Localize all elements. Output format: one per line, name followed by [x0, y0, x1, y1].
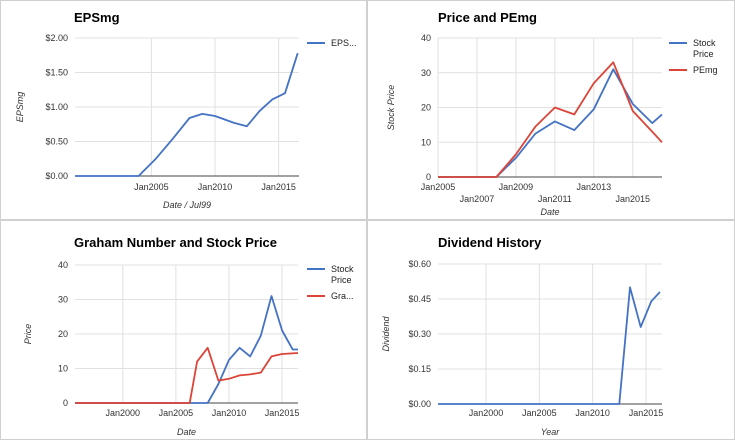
x-axis-label: Date / Jul99: [163, 200, 211, 210]
y-tick-label: $0.45: [408, 294, 431, 304]
legend-label: Stock Price: [331, 264, 354, 285]
legend-label: Gra...: [331, 291, 354, 301]
x-tick-label: Jan2009: [499, 182, 534, 192]
x-tick-label: Jan2000: [469, 408, 504, 418]
series-line-0: [438, 286, 661, 405]
y-axis-label: EPSmg: [15, 92, 25, 123]
x-tick-label: Jan2000: [106, 408, 141, 418]
panel-dividend: Dividend History $0.00 $0.15 $0.30 $0.45 $0.6…: [367, 220, 735, 440]
y-axis-label: Price: [23, 324, 33, 345]
chart-title: Price and PEmg: [438, 10, 537, 25]
y-axis-label: Stock Price: [386, 85, 396, 131]
x-tick-label: Jan2005: [421, 182, 456, 192]
y-tick-label: $0.00: [45, 171, 68, 181]
chart-price-pemg: Price and PEmg 0 10 20 30 40 Jan2005 Jan2007 Jan…: [386, 10, 718, 217]
x-tick-label: Jan2010: [198, 182, 233, 192]
y-tick-label: 20: [58, 329, 68, 339]
chart-graham: Graham Number and Stock Price 0 10 20 30 40 Ja…: [23, 235, 354, 437]
panel-epsmg: EPSmg $0.00 $0.50 $1.00 $1.50 $2.00 Jan2005 Jan…: [0, 0, 367, 220]
y-tick-label: 40: [58, 260, 68, 270]
legend-label: EPS...: [331, 38, 357, 48]
legend-label: PEmg: [693, 65, 718, 75]
y-axis-label: Dividend: [381, 316, 391, 352]
x-tick-label: Jan2011: [538, 194, 572, 204]
y-tick-label: $0.00: [408, 399, 431, 409]
y-tick-label: 10: [421, 137, 431, 147]
panel-price-pemg: Price and PEmg 0 10 20 30 40 Jan2005 Jan2007 Jan…: [367, 0, 735, 220]
x-axis-label: Date: [177, 427, 196, 437]
x-tick-label: Jan2015: [629, 408, 664, 418]
legend-label: Stock Price: [693, 38, 716, 59]
series-line-1: [75, 346, 299, 404]
x-tick-label: Jan2007: [460, 194, 495, 204]
y-tick-label: $1.00: [45, 102, 68, 112]
chart-title: Graham Number and Stock Price: [74, 235, 277, 250]
series-line-0: [438, 68, 663, 178]
y-tick-label: 30: [421, 68, 431, 78]
x-tick-label: Jan2015: [265, 408, 300, 418]
chart-title: EPSmg: [74, 10, 120, 25]
y-tick-label: 30: [58, 295, 68, 305]
y-tick-label: 10: [58, 364, 68, 374]
series-line-1: [438, 61, 663, 178]
x-tick-label: Jan2013: [577, 182, 612, 192]
y-tick-label: 40: [421, 33, 431, 43]
y-tick-label: $0.15: [408, 364, 431, 374]
chart-epsmg: EPSmg $0.00 $0.50 $1.00 $1.50 $2.00 Jan2005 Jan…: [15, 10, 357, 210]
y-tick-label: $1.50: [45, 68, 68, 78]
y-tick-label: $0.60: [408, 259, 431, 269]
chart-dividend: Dividend History $0.00 $0.15 $0.30 $0.45 $0.6…: [381, 235, 664, 437]
y-tick-label: 20: [421, 103, 431, 113]
x-axis-label: Year: [541, 427, 561, 437]
y-tick-label: $2.00: [45, 33, 68, 43]
series-line-0: [75, 52, 299, 177]
x-tick-label: Jan2015: [616, 194, 651, 204]
x-tick-label: Jan2005: [134, 182, 169, 192]
chart-title: Dividend History: [438, 235, 542, 250]
panel-graham: Graham Number and Stock Price 0 10 20 30 40 Ja…: [0, 220, 367, 440]
y-tick-label: $0.30: [408, 329, 431, 339]
x-tick-label: Jan2015: [261, 182, 296, 192]
y-tick-label: 0: [426, 172, 431, 182]
x-tick-label: Jan2010: [575, 408, 610, 418]
x-axis-label: Date: [540, 207, 559, 217]
x-tick-label: Jan2005: [522, 408, 557, 418]
y-tick-label: $0.50: [45, 137, 68, 147]
y-tick-label: 0: [63, 398, 68, 408]
x-tick-label: Jan2005: [159, 408, 194, 418]
series-line-0: [75, 295, 298, 404]
x-tick-label: Jan2010: [212, 408, 247, 418]
